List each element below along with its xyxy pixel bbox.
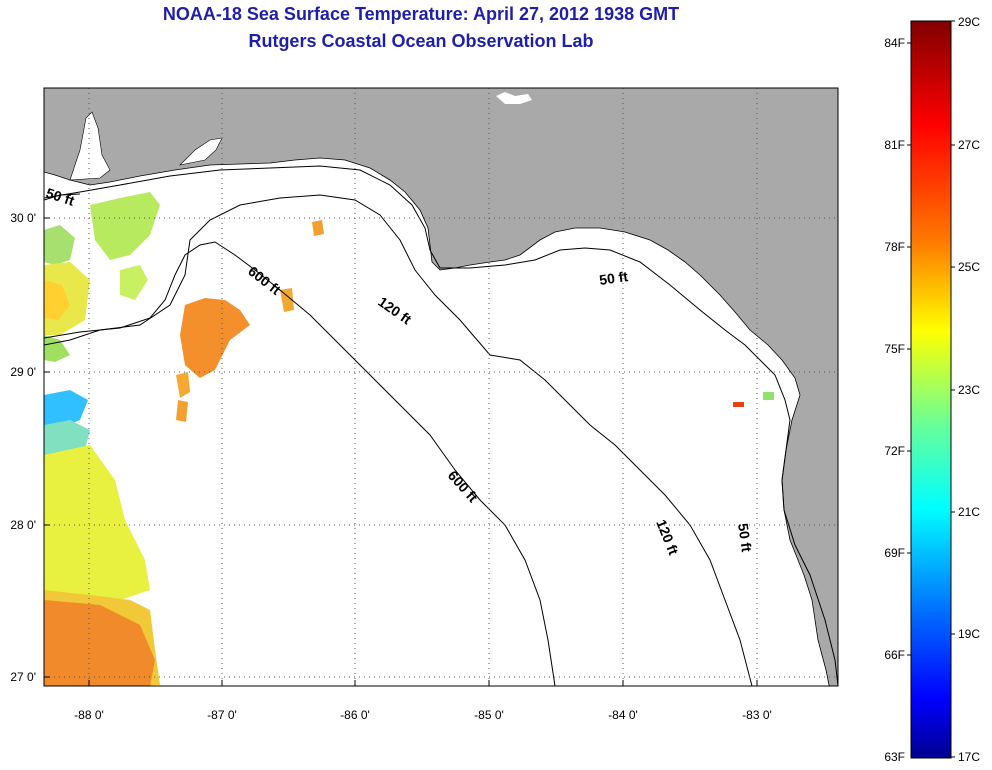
- colorbar-f-75: 75F: [884, 342, 905, 356]
- depth-contours: [44, 165, 838, 686]
- colorbar-c-27: 27C: [958, 138, 980, 152]
- map-subtitle: Rutgers Coastal Ocean Observation Lab: [248, 31, 594, 51]
- colorbar-c-23: 23C: [958, 383, 980, 397]
- bay-west: [69, 111, 111, 181]
- contour-label-50ft-bigbend: 50 ft: [598, 268, 629, 288]
- colorbar-c-17: 17C: [958, 750, 980, 764]
- lon-label-88: -88 0': [74, 708, 104, 722]
- map-title: NOAA-18 Sea Surface Temperature: April 2…: [162, 4, 680, 24]
- colorbar-f-78: 78F: [884, 240, 905, 254]
- colorbar-f-84: 84F: [884, 36, 905, 50]
- lat-label-28: 28 0': [10, 518, 36, 532]
- colorbar-f-81: 81F: [884, 138, 905, 152]
- colorbar-f-66: 66F: [884, 648, 905, 662]
- map-frame: [43, 87, 839, 687]
- colorbar-c-29: 29C: [958, 15, 980, 29]
- colorbar-c-21: 21C: [958, 505, 980, 519]
- colorbar-ticks: [907, 20, 955, 758]
- lon-label-84: -84 0': [608, 708, 638, 722]
- lon-label-87: -87 0': [207, 708, 237, 722]
- colorbar: [910, 20, 952, 759]
- axis-ticks: [44, 217, 758, 686]
- colorbar-f-72: 72F: [884, 444, 905, 458]
- lat-label-30: 30 0': [10, 211, 36, 225]
- land-mass: [44, 88, 838, 686]
- lat-label-29: 29 0': [10, 365, 36, 379]
- lake-north: [496, 92, 532, 104]
- sst-patches: [44, 192, 774, 686]
- lon-label-85: -85 0': [474, 708, 504, 722]
- colorbar-f-69: 69F: [884, 546, 905, 560]
- contour-label-50ft-south: 50 ft: [735, 522, 755, 553]
- lon-label-86: -86 0': [340, 708, 370, 722]
- colorbar-f-63: 63F: [884, 750, 905, 764]
- lon-label-83: -83 0': [742, 708, 772, 722]
- lat-label-27: 27 0': [10, 670, 36, 684]
- colorbar-c-19: 19C: [958, 627, 980, 641]
- colorbar-c-25: 25C: [958, 260, 980, 274]
